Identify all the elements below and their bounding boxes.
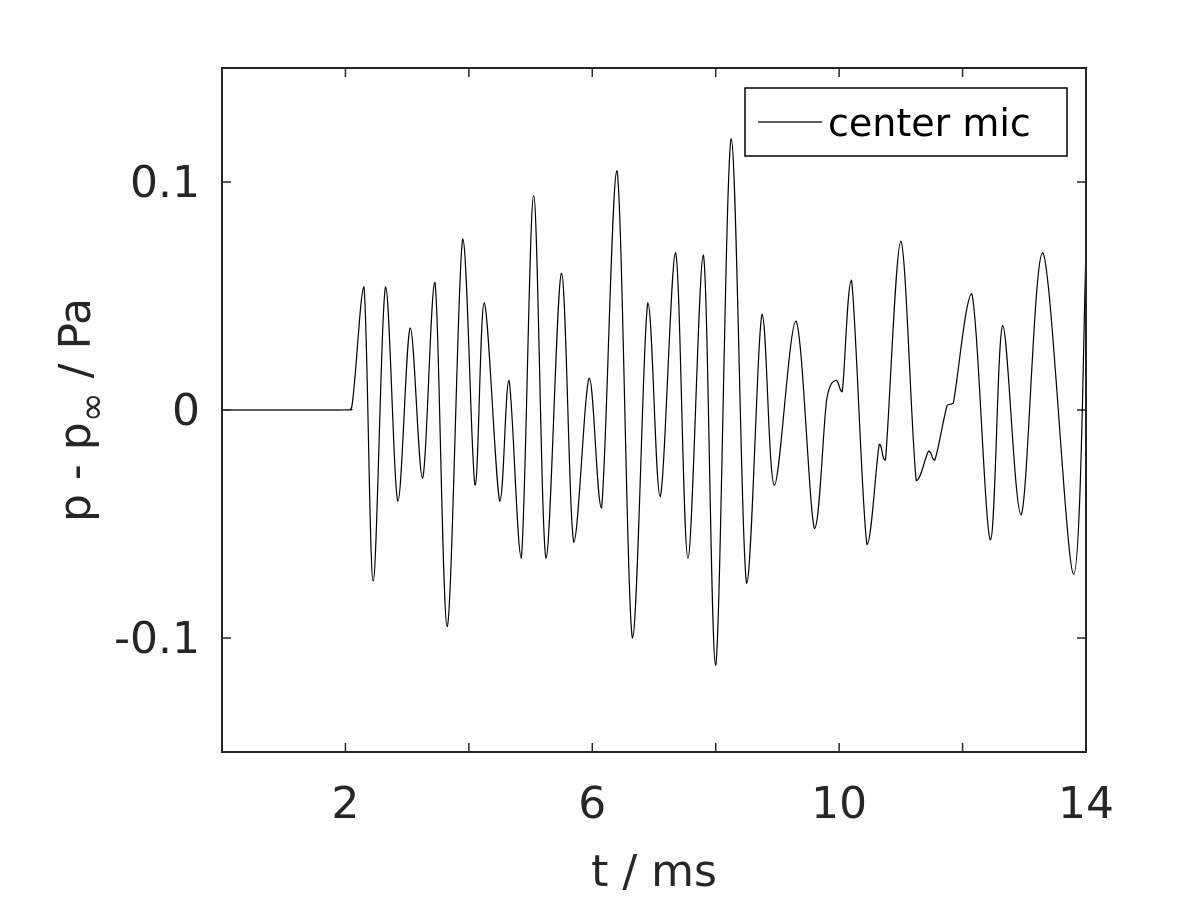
series-line-center-mic [222, 138, 1087, 666]
x-axis-label: t / ms [591, 846, 717, 897]
y-tick-labels: -0.1 0 0.1 [114, 157, 200, 664]
tick-marks [222, 68, 1087, 752]
plot-frame [221, 67, 1087, 753]
x-tick-labels: 2 6 10 14 [331, 778, 1114, 829]
y-axis-label: p - p∞ / Pa [50, 298, 113, 522]
legend-label: center mic [828, 101, 1031, 145]
x-tick-label: 6 [578, 778, 606, 829]
y-tick-label: -0.1 [114, 613, 200, 664]
x-tick-label: 10 [811, 778, 867, 829]
y-axis-label-subscript: ∞ [72, 392, 113, 422]
y-tick-label: 0 [172, 385, 200, 436]
y-tick-label: 0.1 [130, 157, 200, 208]
series-layer [222, 138, 1087, 666]
x-tick-label: 2 [331, 778, 359, 829]
y-axis-label-unit: / Pa [50, 298, 101, 392]
x-tick-label: 14 [1058, 778, 1114, 829]
y-axis-label-main: p - p [50, 422, 101, 522]
legend: center mic [744, 87, 1068, 157]
